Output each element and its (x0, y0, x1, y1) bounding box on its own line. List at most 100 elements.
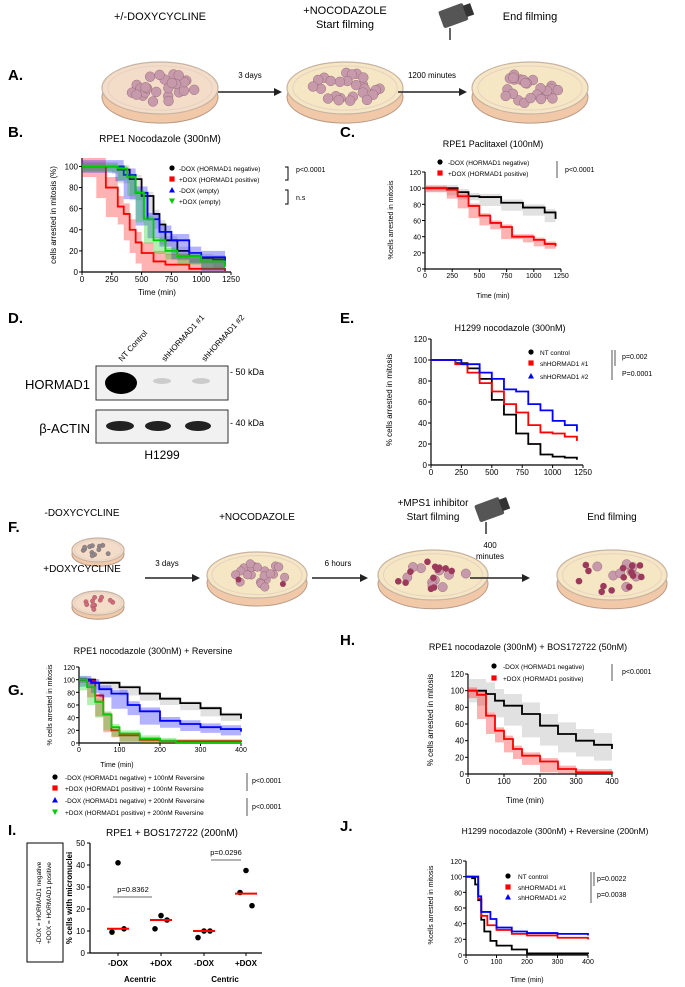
legend-label: +DOX (HORMAD1 positive) + 100nM Reversin… (65, 786, 204, 793)
panel-label-C: C. (340, 124, 355, 141)
p-value: n.s (296, 195, 306, 202)
x-tick-label: 0 (429, 468, 434, 477)
rounded-cell (585, 567, 592, 575)
data-point (195, 934, 201, 941)
step-nocodazole-f: +NOCODAZOLE (219, 512, 295, 523)
rounded-cell (608, 587, 615, 594)
error-band-2 (79, 675, 241, 736)
legend-label: -DOX (HORMAD1 negative) (448, 160, 529, 167)
chart-title: RPE1 Paclitaxel (100nM) (443, 139, 544, 149)
cell (151, 86, 162, 98)
series-line-2 (82, 165, 226, 265)
band-actin-0 (106, 421, 134, 431)
panel-label-G: G. (8, 682, 24, 699)
y-tick-label: 80 (67, 690, 75, 697)
y-tick-label: 40 (418, 419, 427, 428)
cell (91, 607, 97, 612)
cell (166, 77, 178, 89)
marker-50kda: - 50 kDa (230, 367, 264, 377)
y-tick-label: 60 (455, 720, 464, 729)
arrow-3-days-head (274, 88, 282, 96)
dish-doxycycline (101, 61, 219, 124)
y-tick-label: 120 (414, 335, 428, 344)
series-line-0 (466, 875, 589, 955)
x-tick-label: 1000 (544, 468, 562, 477)
label-plus-doxycycline: +DOXYCYCLINE (43, 564, 121, 575)
panel-label-D: D. (8, 310, 23, 327)
series-line-0 (468, 689, 613, 749)
y-tick-label: 0 (81, 949, 86, 958)
y-tick-label: 40 (76, 861, 85, 870)
legend-marker-triangle (169, 187, 175, 193)
panel-label-B: B. (8, 124, 23, 141)
step-nocodazole: +NOCODAZOLE (303, 5, 386, 17)
cell (178, 85, 190, 96)
y-tick-label: 100 (451, 687, 465, 696)
dish-nocodazole-f (206, 551, 308, 607)
y-tick-label: 120 (450, 859, 462, 866)
category-label: -DOX (108, 959, 129, 968)
series-line-2 (79, 678, 242, 732)
rounded-cell (442, 565, 450, 572)
panel-label-H: H. (340, 632, 355, 649)
legend-label: +DOX (HORMAD1 positive) (179, 177, 259, 184)
legend-label: +DOX (HORMAD1 positive) (448, 171, 528, 178)
cell (242, 570, 252, 580)
x-tick-label: 300 (569, 777, 583, 786)
y-tick-label: 20 (76, 905, 85, 914)
chart-title: RPE1 Nocodazole (300nM) (99, 134, 221, 145)
series-line-1 (431, 359, 578, 441)
rounded-cell (448, 567, 455, 575)
data-point (109, 929, 115, 935)
y-axis-label: %cells arrested in mitosis (388, 180, 395, 259)
series-line-2 (466, 875, 589, 936)
y-tick-label: 120 (451, 670, 465, 679)
chart-title: H1299 nocodazole (300nM) + Reversine (20… (462, 826, 649, 836)
x-axis-label: Time (min) (100, 762, 133, 769)
rounded-cell (598, 588, 605, 596)
series-line-1 (425, 187, 557, 247)
significance-bracket (285, 189, 289, 205)
rounded-cell (430, 574, 437, 582)
y-tick-label: 0 (71, 741, 75, 748)
cell (105, 551, 111, 557)
cell (147, 96, 159, 107)
x-tick-label: 500 (474, 273, 486, 280)
data-point (115, 860, 121, 866)
arrow-400-min-head (522, 574, 530, 582)
band-hormad1-sh1 (153, 378, 171, 384)
y-axis-label: % cells arrested in mitosis (385, 354, 394, 446)
legend-label: -DOX (HORMAD1 negative) + 200nM Reversin… (65, 798, 205, 805)
chart-title: H1299 nocodazole (300nM) (454, 323, 565, 333)
legend-marker-circle (528, 349, 534, 355)
cell (416, 563, 426, 574)
step-mps1-inhibitor: +MPS1 inhibitor (398, 498, 470, 509)
cell (500, 90, 511, 102)
rounded-cell (628, 562, 636, 570)
category-label: +DOX (150, 959, 173, 968)
y-tick-label: 0 (458, 953, 462, 960)
camera-icon-f (474, 497, 511, 534)
y-tick-label: 100 (450, 875, 462, 882)
y-tick-label: 120 (63, 665, 75, 672)
data-point (158, 912, 164, 919)
p-value: p<0.0001 (296, 167, 325, 174)
panel-label-F: F. (8, 519, 20, 536)
legend-label: -DOX (HORMAD1 negative) + 100nM Reversin… (65, 775, 205, 782)
p-value: p=0.8362 (117, 885, 149, 894)
series-line-2 (431, 359, 578, 432)
lane-label: shHORMAD1 #1 (160, 313, 207, 364)
marker-40kda: - 40 kDa (230, 418, 264, 428)
row-label-actin: β-ACTIN (39, 421, 90, 436)
x-tick-label: 750 (501, 273, 513, 280)
legend-label: NT control (540, 350, 570, 357)
chart-title: RPE1 nocodazole (300nM) + Reversine (74, 646, 233, 656)
panel-label-E: E. (340, 310, 354, 327)
x-tick-label: 1250 (553, 273, 569, 280)
rounded-cell (424, 558, 431, 566)
dish-mps1 (377, 549, 489, 610)
band-hormad1-sh2 (192, 378, 210, 384)
y-tick-label: 80 (418, 377, 427, 386)
x-tick-label: 0 (77, 747, 81, 754)
